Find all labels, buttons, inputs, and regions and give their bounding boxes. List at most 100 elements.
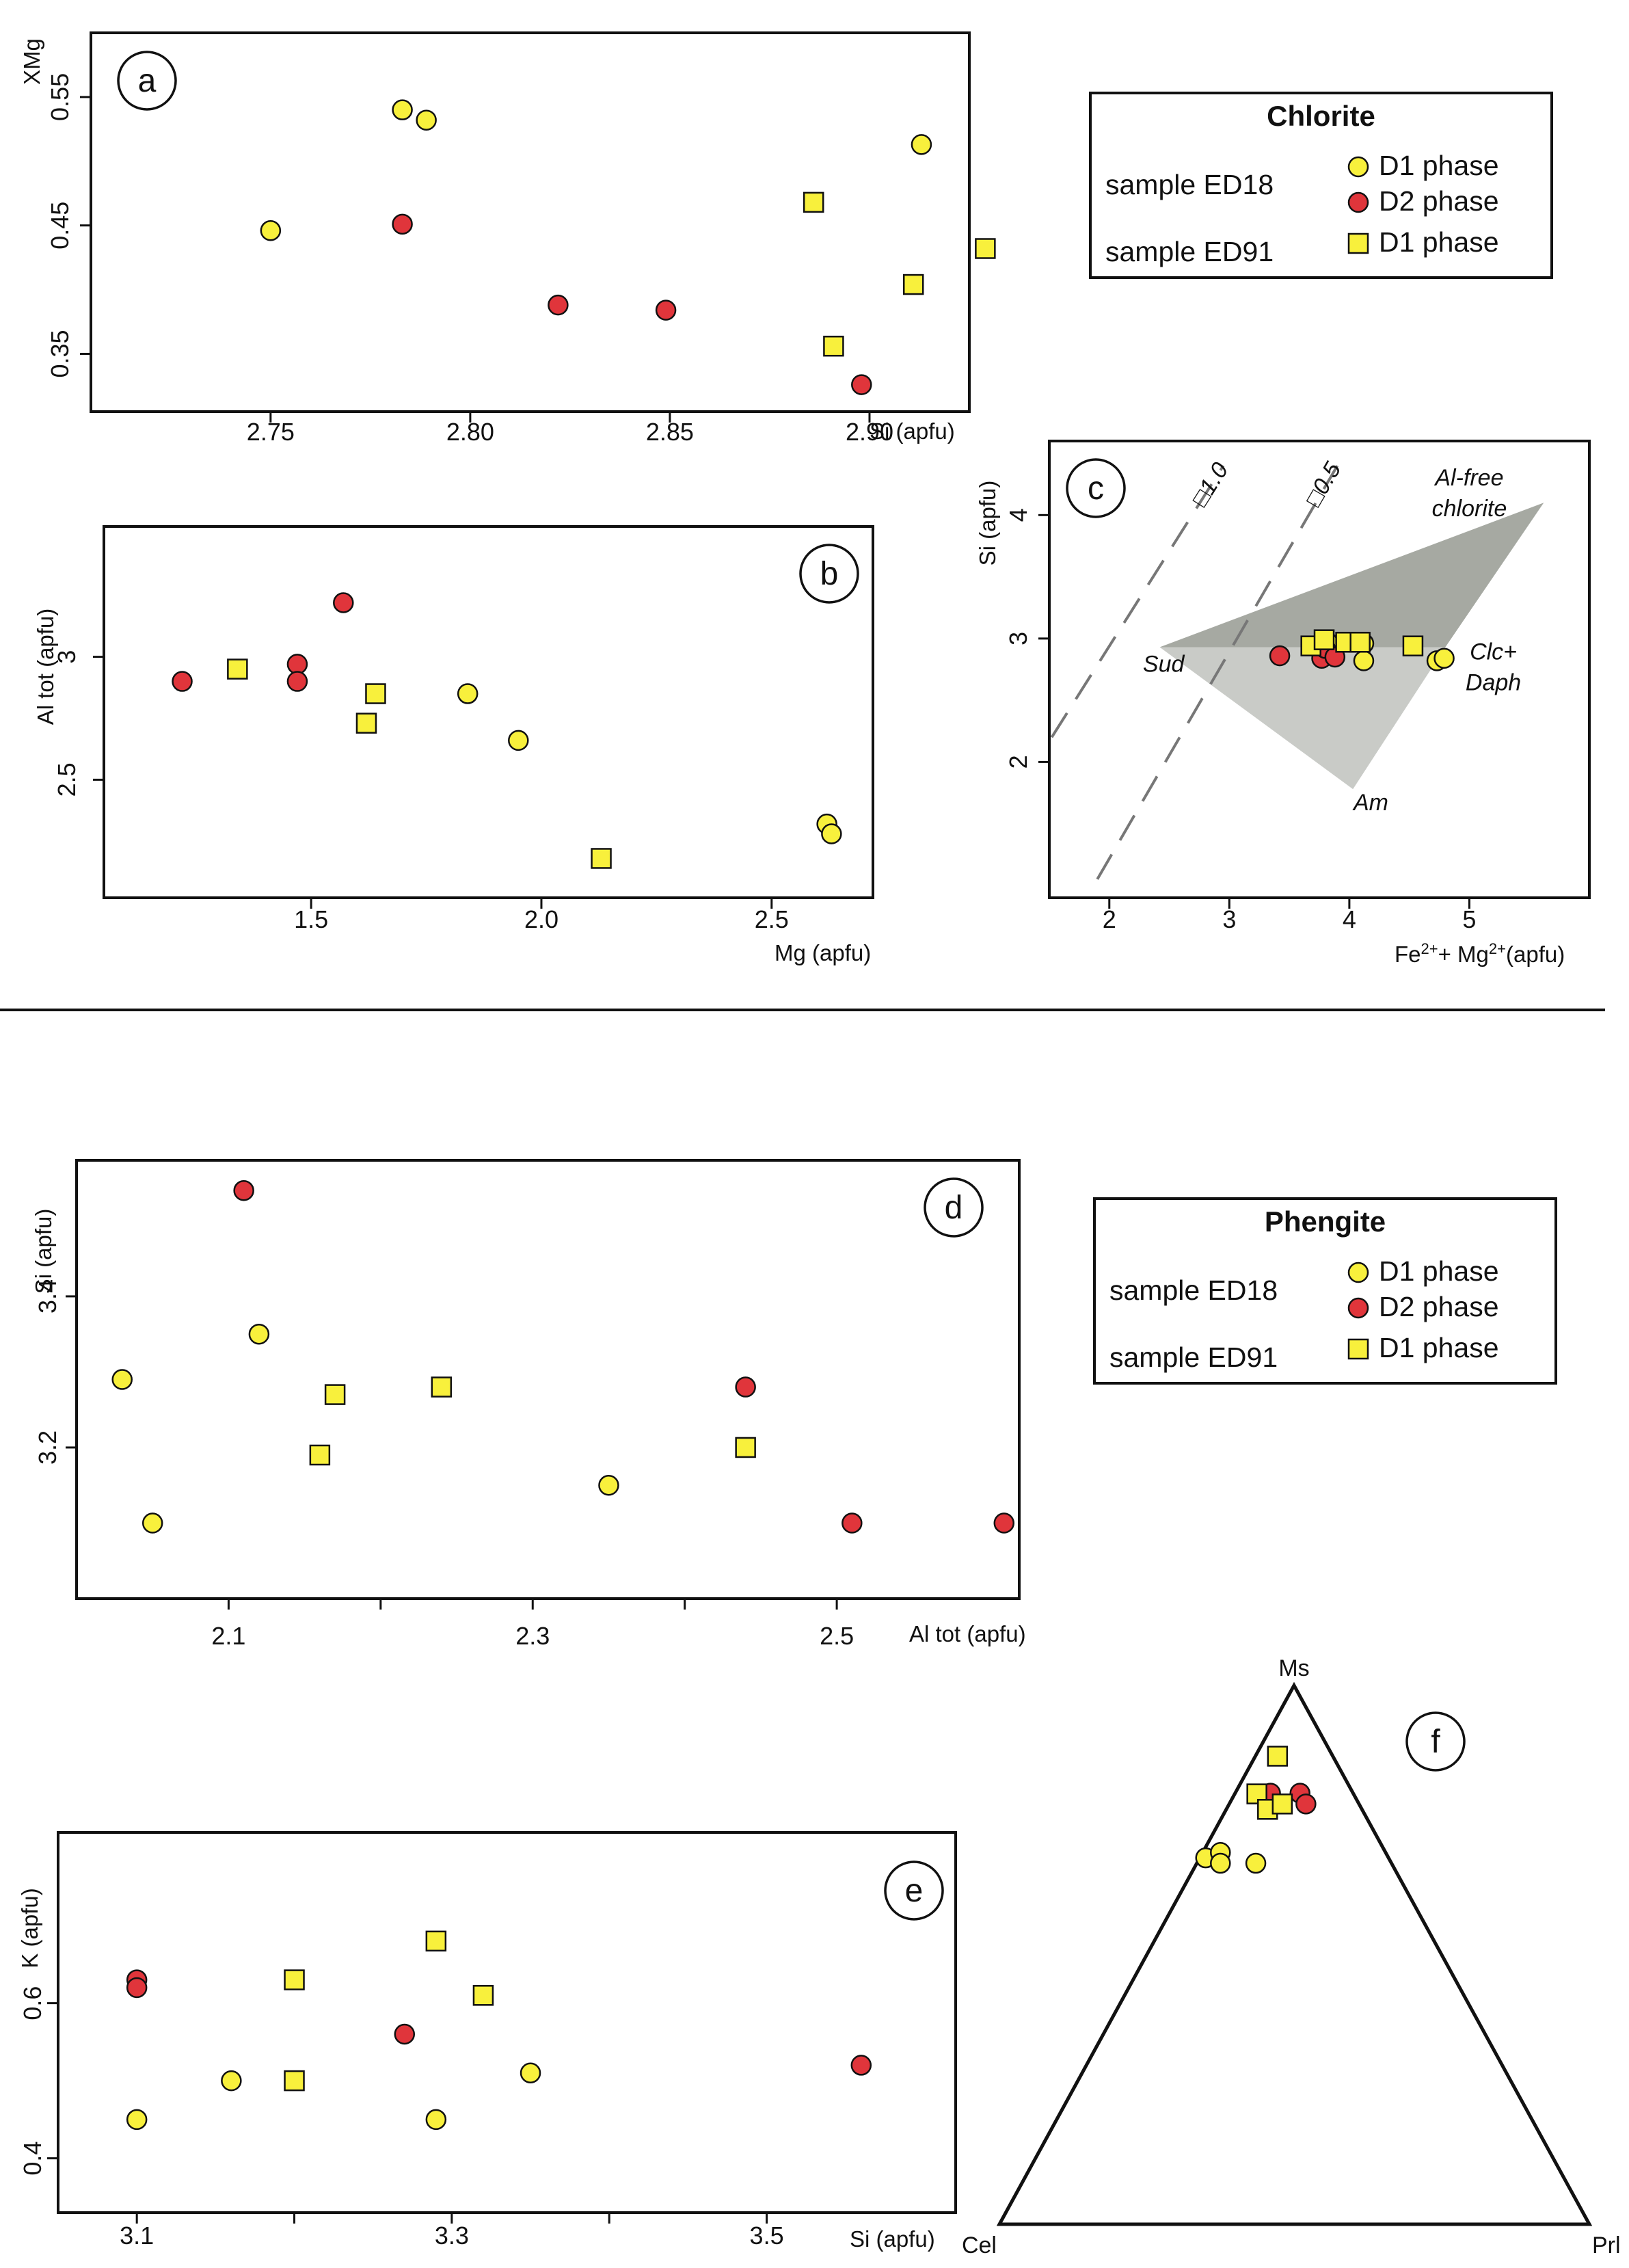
panel-letter-circle xyxy=(117,51,177,111)
data-point-circle xyxy=(286,671,308,692)
data-point-circle xyxy=(1433,648,1455,669)
y-tick-label: 0.4 xyxy=(18,2142,46,2176)
x-tick-label: 2.80 xyxy=(446,418,494,446)
data-point-square xyxy=(472,1985,494,2006)
data-point-square xyxy=(902,274,924,295)
field-annotation: Daph xyxy=(1466,670,1521,696)
data-point-square xyxy=(1267,1746,1289,1767)
data-point-circle xyxy=(425,2109,447,2131)
x-axis-label-part: Fe xyxy=(1395,942,1421,967)
panel-letter-circle xyxy=(1066,458,1126,518)
data-point-circle xyxy=(457,683,479,704)
plot-frame xyxy=(103,525,874,899)
data-point-circle xyxy=(842,1512,863,1534)
x-tick-label: 2.0 xyxy=(524,905,558,933)
data-point-circle xyxy=(821,823,842,844)
series-circle-0 xyxy=(260,99,932,241)
data-point-square xyxy=(1347,232,1369,254)
data-point-square xyxy=(1402,635,1424,656)
field-annotation: Al-free xyxy=(1433,465,1503,491)
data-point-circle xyxy=(172,671,193,692)
data-point-circle xyxy=(1245,1852,1267,1874)
vertex-label-top: Ms xyxy=(1278,1655,1309,1681)
lower-triangle-field xyxy=(1159,647,1446,790)
data-point-square xyxy=(431,1376,453,1398)
data-point-circle xyxy=(111,1369,133,1390)
series-circle-1 xyxy=(172,592,354,692)
chart-e: 3.1 3.3 3.5 0.4 0.6 Si (apfu) K (apfu) e xyxy=(17,1831,957,2252)
x-tick-label: 2.75 xyxy=(247,418,295,446)
panel-letter: e xyxy=(905,1873,924,1909)
data-point-circle xyxy=(850,2055,872,2076)
data-point-square xyxy=(803,191,824,213)
vacancy-dashed-line xyxy=(1096,465,1339,880)
data-point-circle xyxy=(392,213,413,235)
y-tick-label: 3.2 xyxy=(33,1430,62,1465)
vacancy-line-label: □1.0 xyxy=(1187,458,1233,511)
data-point-square xyxy=(227,658,248,680)
data-point-circle xyxy=(1353,650,1375,671)
data-point-square xyxy=(425,1930,447,1952)
x-tick-label: 2.1 xyxy=(211,1622,245,1650)
plot-frame xyxy=(90,31,971,413)
data-point-square xyxy=(365,683,386,704)
data-point-circle xyxy=(1347,1297,1369,1319)
legend-entry-label: D2 phase xyxy=(1379,1291,1499,1322)
x-axis-label: Al tot (apfu) xyxy=(909,1621,1026,1646)
data-point-circle xyxy=(911,134,932,155)
chart-c: □1.0 □0.5 Al-free chlorite Sud Clc+ Daph Am 2 3 4 5… xyxy=(975,440,1591,967)
y-tick-label: 3.4 xyxy=(33,1279,62,1313)
panel-letter: f xyxy=(1431,1724,1440,1760)
y-tick-label: 4 xyxy=(1004,508,1032,522)
legend-frame xyxy=(1093,1197,1557,1385)
upper-triangle-field xyxy=(1159,503,1544,648)
data-point-circle xyxy=(993,1512,1015,1534)
data-point-circle xyxy=(548,294,569,316)
legend-sample-label: sample ED91 xyxy=(1105,236,1274,267)
data-point-circle xyxy=(221,2070,242,2092)
panel-letter: d xyxy=(945,1190,963,1226)
legend-sample-label: sample ED18 xyxy=(1105,169,1274,200)
data-point-circle xyxy=(126,2109,148,2131)
x-tick-label: 2 xyxy=(1103,905,1116,933)
data-point-circle xyxy=(1347,1262,1369,1283)
x-tick-label: 3.3 xyxy=(435,2222,469,2250)
legend-chlorite: Chlorite sample ED18 sample ED91 D1 phase D2… xyxy=(1089,92,1553,279)
chart-a: 2.75 2.80 2.85 2.90 0.35 0.45 0.55 Si (apfu) XMg… xyxy=(19,31,996,446)
data-point-square xyxy=(324,1384,346,1405)
data-point-circle xyxy=(1295,1793,1317,1815)
plot-frame xyxy=(1048,440,1591,899)
y-axis-label: XMg xyxy=(19,38,44,85)
vacancy-dashed-line xyxy=(1050,465,1225,738)
data-point-circle xyxy=(598,1474,619,1496)
series-square-2 xyxy=(803,191,996,357)
series-circle-1 xyxy=(233,1179,1015,1534)
data-point-circle xyxy=(394,2023,416,2045)
data-point-circle xyxy=(508,730,529,751)
x-axis-label-part: 2+ xyxy=(1421,940,1438,957)
data-point-circle xyxy=(735,1376,756,1398)
series-circle-0 xyxy=(457,683,842,844)
panel-letter-circle xyxy=(1405,1711,1466,1772)
y-tick-label: 0.55 xyxy=(46,73,74,121)
x-axis-label-part: 2+ xyxy=(1489,940,1506,957)
data-point-square xyxy=(284,2070,305,2092)
panel-letter-circle xyxy=(799,544,859,604)
x-tick-label: 2.3 xyxy=(515,1622,550,1650)
x-tick-label: 1.5 xyxy=(294,905,328,933)
series-circle-1 xyxy=(126,1969,872,2076)
series-square-2 xyxy=(227,658,612,869)
panel-letter: a xyxy=(138,63,157,99)
legend-title: Phengite xyxy=(1265,1205,1386,1238)
data-point-square xyxy=(309,1444,331,1466)
x-axis-label: Mg (apfu) xyxy=(775,940,871,965)
data-point-circle xyxy=(392,99,413,120)
data-point-square xyxy=(823,335,844,357)
panel-letter-circle xyxy=(884,1860,944,1921)
series-square-2 xyxy=(1246,1746,1293,1820)
x-tick-label: 2.5 xyxy=(755,905,789,933)
ternary-triangle xyxy=(996,1681,1593,2226)
x-tick-label: 2.85 xyxy=(646,418,694,446)
x-tick-label: 3.5 xyxy=(750,2222,784,2250)
